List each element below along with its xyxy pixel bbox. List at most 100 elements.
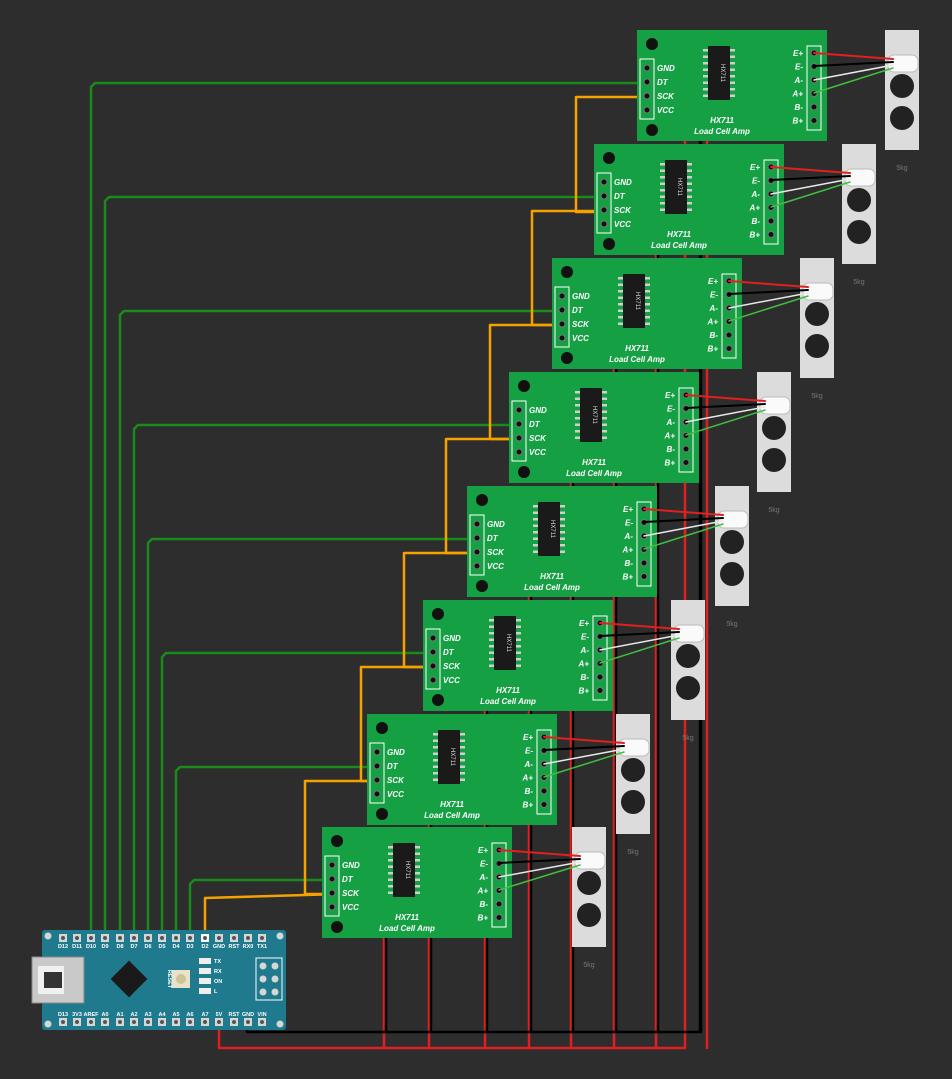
pin-bplus[interactable] [540, 801, 548, 808]
cell-wire-aplus-2[interactable] [770, 181, 851, 208]
hx711-board-3[interactable]: GND DT SCK VCC HX711 HX711 Load Cell Amp E+ E- A-… [552, 258, 742, 369]
pin-bplus[interactable] [810, 117, 818, 124]
pin-dt[interactable] [515, 420, 523, 428]
pin-vcc[interactable] [373, 790, 381, 798]
cell-wire-eplus-1[interactable] [813, 52, 894, 60]
hx711-board-4[interactable]: GND DT SCK VCC HX711 HX711 Load Cell Amp E+ E- A-… [509, 372, 699, 483]
dt-wire-8[interactable] [188, 878, 341, 940]
pin-dt[interactable] [473, 534, 481, 542]
dt-wire-5[interactable] [146, 537, 486, 940]
hx711-board-2[interactable]: GND DT SCK VCC HX711 HX711 Load Cell Amp E+ E- A-… [594, 144, 784, 255]
cell-wire-eplus-6[interactable] [599, 622, 680, 630]
cell-wire-eplus-4[interactable] [685, 394, 766, 402]
pin-vcc[interactable] [600, 220, 608, 228]
pin-sck[interactable] [515, 434, 523, 442]
vcc-bus[interactable] [217, 118, 687, 1050]
dt-wire-1[interactable] [89, 81, 656, 940]
cell-wire-aminus-4[interactable] [685, 406, 766, 423]
cell-wire-eminus-3[interactable] [728, 289, 809, 295]
dt-wire-6[interactable] [160, 651, 442, 940]
load-cell-2[interactable]: 5kg [842, 144, 876, 286]
pin-sck[interactable] [373, 776, 381, 784]
load-cell-5[interactable]: 5kg [715, 486, 749, 628]
pin-bplus[interactable] [725, 345, 733, 352]
pin-bminus[interactable] [596, 673, 604, 681]
cell-wire-eplus-7[interactable] [543, 736, 625, 744]
hx711-board-6[interactable]: GND DT SCK VCC HX711 HX711 Load Cell Amp E+ E- A-… [423, 600, 613, 711]
pin-bminus[interactable] [495, 900, 503, 908]
pin-gnd[interactable] [643, 64, 651, 72]
pin-bminus[interactable] [682, 445, 690, 453]
cell-wire-aplus-1[interactable] [813, 67, 894, 94]
cell-wire-eminus-4[interactable] [685, 403, 766, 409]
sck-wire-8[interactable] [203, 892, 342, 940]
pin-vcc[interactable] [328, 903, 336, 911]
pin-gnd[interactable] [473, 520, 481, 528]
pin-gnd[interactable] [515, 406, 523, 414]
cell-wire-aminus-8[interactable] [498, 861, 581, 878]
pin-bplus[interactable] [596, 687, 604, 694]
pin-gnd[interactable] [558, 292, 566, 300]
pin-dt[interactable] [429, 648, 437, 656]
pin-dt[interactable] [373, 762, 381, 770]
pin-gnd[interactable] [600, 178, 608, 186]
hx711-board-7[interactable]: GND DT SCK VCC HX711 HX711 Load Cell Amp E+ E- A-… [367, 714, 557, 825]
cell-wire-eminus-8[interactable] [498, 858, 581, 864]
pin-dt[interactable] [600, 192, 608, 200]
cell-wire-aplus-4[interactable] [685, 409, 766, 436]
pin-dt[interactable] [328, 875, 336, 883]
pin-bplus[interactable] [640, 573, 648, 580]
dt-wire-3[interactable] [118, 309, 571, 940]
hx711-board-1[interactable]: GND DT SCK VCC HX711 HX711 Load Cell Amp E+ E- A-… [637, 30, 827, 141]
pin-vcc[interactable] [473, 562, 481, 570]
dt-wire-7[interactable] [174, 765, 386, 940]
cell-wire-aplus-7[interactable] [543, 751, 625, 778]
load-cell-1[interactable]: 5kg [885, 30, 919, 172]
dt-wire-4[interactable] [132, 423, 528, 940]
pin-bplus[interactable] [767, 231, 775, 238]
pin-bminus[interactable] [725, 331, 733, 339]
cell-wire-aminus-7[interactable] [543, 748, 625, 765]
pin-vcc[interactable] [515, 448, 523, 456]
pin-bplus[interactable] [495, 914, 503, 921]
load-cell-7[interactable]: 5kg [616, 714, 650, 856]
pin-sck[interactable] [429, 662, 437, 670]
cell-wire-aplus-3[interactable] [728, 295, 809, 322]
cell-wire-eminus-5[interactable] [643, 517, 724, 523]
cell-wire-aminus-6[interactable] [599, 634, 680, 651]
hx711-board-5[interactable]: GND DT SCK VCC HX711 HX711 Load Cell Amp E+ E- A-… [467, 486, 657, 597]
cell-wire-eminus-6[interactable] [599, 631, 680, 637]
pin-bminus[interactable] [640, 559, 648, 567]
pin-bminus[interactable] [810, 103, 818, 111]
pin-gnd[interactable] [328, 861, 336, 869]
load-cell-6[interactable]: 5kg [671, 600, 705, 742]
pin-dt[interactable] [558, 306, 566, 314]
hx711-board-8[interactable]: GND DT SCK VCC HX711 HX711 Load Cell Amp E+ E- A-… [322, 827, 512, 938]
load-cell-8[interactable]: 5kg [572, 827, 606, 969]
pin-bminus[interactable] [540, 787, 548, 795]
pin-sck[interactable] [473, 548, 481, 556]
cell-wire-aminus-5[interactable] [643, 520, 724, 537]
cell-wire-eplus-2[interactable] [770, 166, 851, 174]
pin-dt[interactable] [643, 78, 651, 86]
pin-vcc[interactable] [429, 676, 437, 684]
cell-wire-aminus-3[interactable] [728, 292, 809, 309]
load-cell-4[interactable]: 5kg [757, 372, 791, 514]
cell-wire-eminus-2[interactable] [770, 175, 851, 181]
pin-vcc[interactable] [643, 106, 651, 114]
pin-gnd[interactable] [373, 748, 381, 756]
cell-wire-eminus-1[interactable] [813, 61, 894, 67]
cell-wire-eminus-7[interactable] [543, 745, 625, 751]
pin-bplus[interactable] [682, 459, 690, 466]
load-cell-3[interactable]: 5kg [800, 258, 834, 400]
cell-wire-aminus-1[interactable] [813, 64, 894, 81]
cell-wire-eplus-5[interactable] [643, 508, 724, 516]
cell-wire-aplus-6[interactable] [599, 637, 680, 664]
cell-wire-aminus-2[interactable] [770, 178, 851, 195]
pin-sck[interactable] [558, 320, 566, 328]
pin-sck[interactable] [328, 889, 336, 897]
pin-sck[interactable] [643, 92, 651, 100]
dt-wire-2[interactable] [103, 195, 613, 940]
cell-wire-eplus-8[interactable] [498, 849, 581, 857]
cell-wire-aplus-8[interactable] [498, 864, 581, 891]
